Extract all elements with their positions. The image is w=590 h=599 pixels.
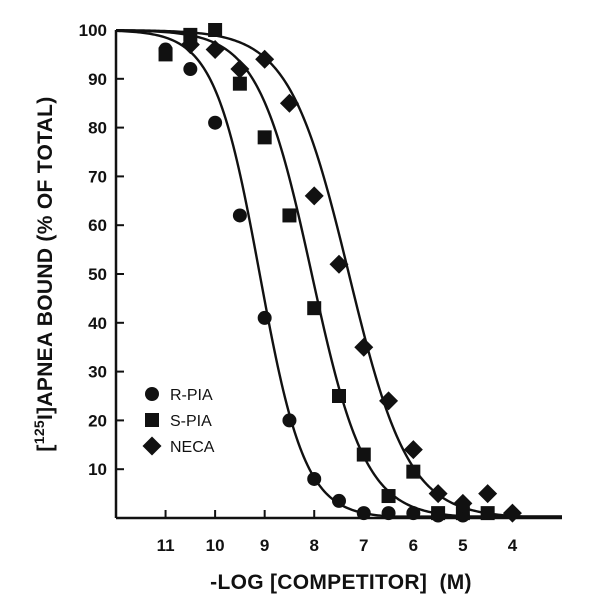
x-tick-label: 5	[458, 536, 467, 555]
y-axis-label: [125I]APNEA BOUND (% OF TOTAL)	[31, 96, 57, 451]
y-tick-label: 100	[79, 21, 107, 40]
data-point-s-pia	[307, 301, 322, 316]
legend-label-neca: NECA	[170, 439, 215, 456]
data-point-r-pia	[183, 62, 198, 77]
legend-label-r-pia: R-PIA	[170, 387, 213, 404]
y-tick-label: 80	[88, 119, 107, 138]
y-tick-label: 70	[88, 167, 107, 186]
data-point-neca	[230, 59, 250, 79]
legend-marker-s-pia	[145, 413, 159, 427]
data-point-neca	[205, 40, 225, 60]
x-axis-label: -LOG [COMPETITOR] (M)	[210, 571, 472, 594]
data-point-neca	[354, 337, 374, 357]
legend-marker-r-pia	[145, 387, 159, 401]
data-point-s-pia	[455, 506, 470, 521]
data-point-r-pia	[307, 471, 322, 486]
data-point-neca	[428, 484, 448, 504]
y-axis-label-rest: I]APNEA BOUND (% OF TOTAL)	[34, 96, 57, 420]
x-tick-label: 11	[157, 536, 175, 555]
y-tick-label: 10	[88, 460, 107, 479]
y-tick-label: 30	[88, 363, 107, 382]
data-point-r-pia	[232, 208, 247, 223]
y-axis-ticks: 10 20 30 40 50 60 70 80 90 100	[79, 21, 124, 479]
data-point-r-pia	[356, 506, 371, 521]
data-point-s-pia	[480, 506, 495, 521]
data-point-neca	[403, 440, 423, 460]
legend: R-PIA S-PIA NECA	[142, 387, 215, 456]
data-point-neca	[304, 186, 324, 206]
data-point-r-pia	[406, 506, 421, 521]
legend-label-s-pia: S-PIA	[170, 413, 212, 430]
data-point-s-pia	[232, 76, 247, 91]
y-tick-label: 60	[88, 216, 107, 235]
data-point-s-pia	[257, 130, 272, 145]
data-point-neca	[478, 484, 498, 504]
y-tick-label: 40	[88, 314, 107, 333]
data-point-s-pia	[208, 23, 223, 37]
data-points	[158, 23, 522, 523]
data-point-neca	[329, 254, 349, 274]
data-point-r-pia	[332, 493, 346, 508]
data-point-s-pia	[431, 506, 446, 521]
y-axis-label-open-bracket: [	[34, 444, 57, 451]
data-point-neca	[453, 493, 473, 513]
x-tick-label: 7	[359, 536, 368, 555]
data-point-s-pia	[332, 389, 346, 403]
data-point-neca	[279, 93, 299, 113]
data-point-s-pia	[356, 447, 371, 462]
x-tick-label: 10	[206, 536, 225, 555]
x-tick-label: 9	[260, 536, 269, 555]
data-point-s-pia	[158, 47, 173, 62]
data-point-s-pia	[406, 464, 421, 479]
data-point-s-pia	[183, 27, 198, 42]
data-point-s-pia	[381, 489, 396, 504]
data-point-neca	[502, 503, 522, 523]
data-point-neca	[180, 35, 200, 55]
data-point-r-pia	[381, 506, 396, 521]
data-point-s-pia	[282, 208, 297, 223]
x-tick-label: 8	[309, 536, 318, 555]
y-tick-label: 90	[88, 70, 107, 89]
data-point-r-pia	[282, 413, 297, 428]
x-tick-label: 4	[508, 536, 518, 555]
y-tick-label: 50	[88, 265, 107, 284]
y-tick-label: 20	[88, 411, 107, 430]
legend-marker-neca	[142, 436, 162, 456]
data-point-r-pia	[257, 310, 272, 325]
y-axis-label-isotope: 125	[31, 420, 47, 444]
data-point-neca	[379, 391, 399, 411]
data-point-r-pia	[208, 115, 223, 130]
x-tick-label: 6	[409, 536, 418, 555]
data-point-neca	[255, 49, 275, 69]
